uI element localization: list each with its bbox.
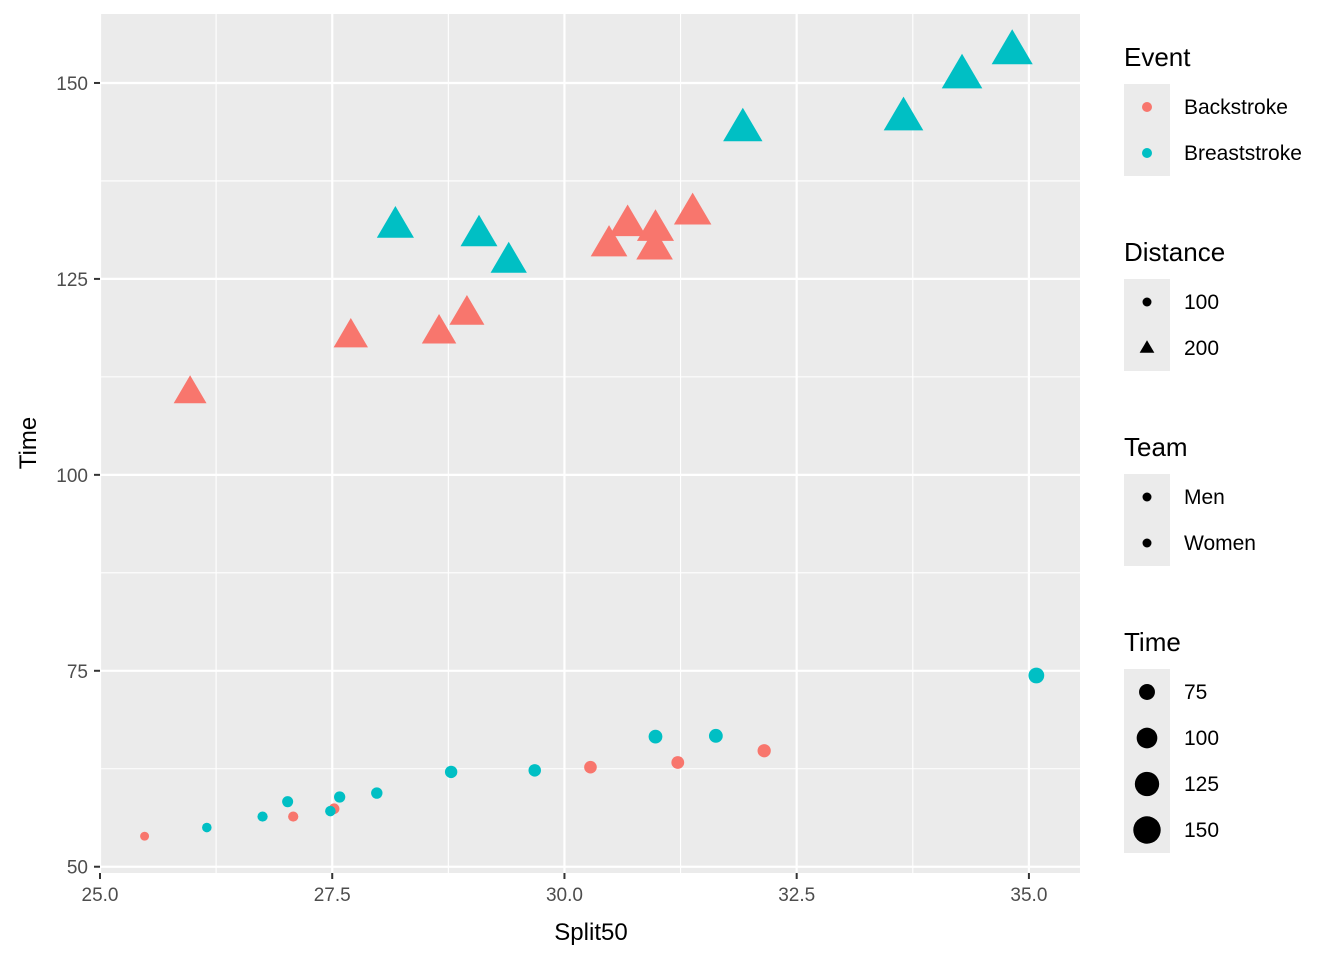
x-tick-label: 25.0	[82, 885, 119, 906]
x-tick-label: 30.0	[546, 885, 583, 906]
triangle-point	[636, 228, 673, 260]
circle-point	[648, 729, 663, 744]
circle-point	[1028, 667, 1045, 684]
legend-label: 150	[1184, 819, 1219, 842]
legend-title: Team	[1124, 432, 1188, 462]
legend-label: 125	[1184, 773, 1219, 796]
y-tick-label: 100	[56, 466, 88, 487]
axes: 25.0 27.5 30.0 32.5 35.0 50 75 100 125 150	[56, 74, 1047, 906]
legend-size-swatch	[1139, 684, 1155, 700]
legend-label: Women	[1184, 532, 1256, 555]
legend-circle-swatch	[1142, 538, 1152, 548]
circle-point	[282, 796, 294, 808]
panel-background	[100, 14, 1080, 873]
triangle-point	[421, 314, 457, 344]
circle-point	[202, 822, 212, 833]
legend-label: 75	[1184, 681, 1207, 704]
y-tick-label: 150	[56, 74, 88, 95]
triangle-point	[636, 209, 675, 241]
legend-size-swatch	[1133, 816, 1161, 844]
circle-point	[444, 765, 458, 779]
triangle-point	[673, 192, 712, 225]
circle-point	[757, 744, 771, 758]
triangle-point	[883, 96, 924, 131]
triangle-point	[449, 294, 485, 325]
legend-title: Event	[1124, 42, 1191, 72]
legend-circle-swatch	[1142, 297, 1152, 307]
circle-point	[671, 756, 685, 769]
x-tick-label: 27.5	[314, 885, 351, 906]
triangle-point	[991, 29, 1033, 65]
triangle-point	[590, 225, 628, 257]
y-axis-title: Time	[15, 417, 42, 469]
triangle-point	[460, 214, 498, 247]
circle-point	[371, 787, 383, 799]
legend-label: 100	[1184, 291, 1219, 314]
triangle-point	[609, 204, 647, 237]
y-tick-label: 50	[67, 858, 88, 879]
legend-label: Men	[1184, 486, 1225, 509]
legend-color-swatch	[1142, 102, 1152, 112]
circle-point	[708, 728, 723, 743]
triangle-point	[723, 107, 763, 142]
y-tick-label: 125	[56, 270, 88, 291]
legend-size-swatch	[1136, 727, 1158, 749]
x-tick-label: 35.0	[1010, 885, 1047, 906]
data-points	[140, 29, 1045, 841]
circle-point	[140, 831, 150, 841]
legend-size-swatch	[1134, 771, 1160, 797]
circle-point	[288, 811, 299, 822]
legend-label: Breaststroke	[1184, 142, 1302, 165]
plot-panel	[98, 14, 1080, 873]
circle-point	[325, 805, 336, 817]
legend: Event Backstroke Breaststroke Distance 100 20…	[1124, 42, 1302, 853]
circle-point	[584, 760, 597, 774]
triangle-point	[333, 318, 368, 348]
legend-triangle-swatch	[1139, 340, 1155, 353]
triangle-point	[376, 206, 414, 238]
legend-label: Backstroke	[1184, 96, 1288, 119]
triangle-point	[173, 375, 207, 404]
circle-point	[528, 764, 541, 777]
triangle-point	[490, 241, 527, 273]
legend-label: 100	[1184, 727, 1219, 750]
legend-title: Time	[1124, 627, 1181, 657]
circle-point	[257, 811, 268, 822]
legend-circle-swatch	[1142, 492, 1152, 502]
x-tick-label: 32.5	[778, 885, 815, 906]
legend-color-swatch	[1142, 148, 1152, 158]
triangle-point	[941, 53, 983, 89]
y-tick-label: 75	[67, 662, 88, 683]
legend-title: Distance	[1124, 237, 1225, 267]
x-axis-title: Split50	[554, 919, 627, 946]
legend-label: 200	[1184, 337, 1219, 360]
circle-point	[334, 791, 346, 803]
